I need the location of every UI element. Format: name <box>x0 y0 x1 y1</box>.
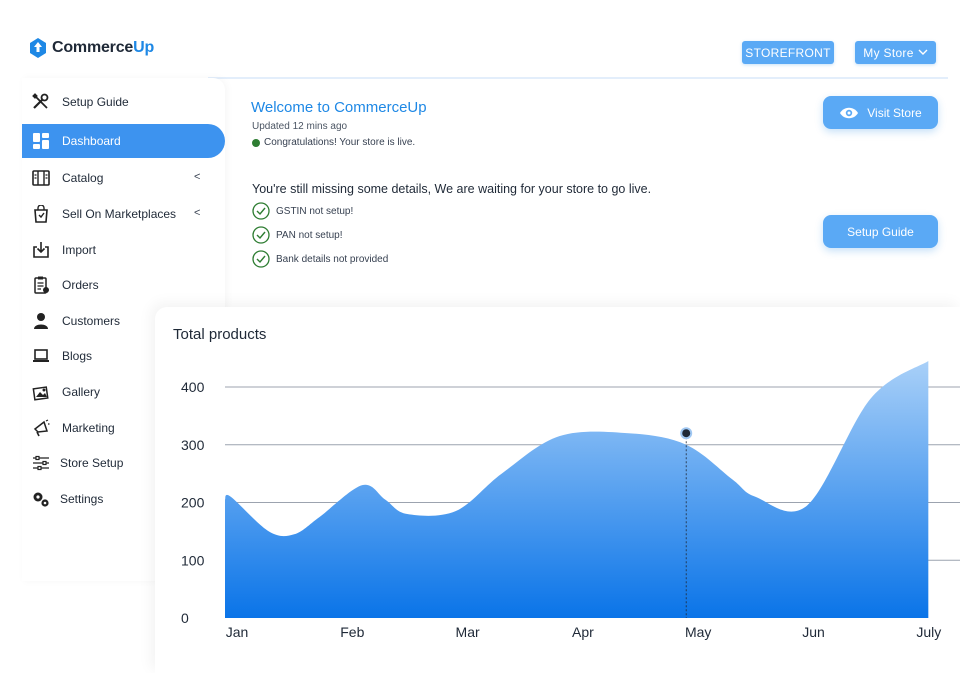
sidebar-item-label: Customers <box>62 314 121 328</box>
sidebar-item-label: Marketing <box>62 421 115 435</box>
sidebar-item-blogs[interactable]: Blogs <box>22 339 225 373</box>
sidebar-item-label: Settings <box>60 492 104 506</box>
total-products-chart: Total products 0 100 200 300 400 Jan Feb Mar Ap… <box>155 307 960 673</box>
megaphone-icon <box>33 419 50 437</box>
y-tick-label: 400 <box>181 379 205 395</box>
gallery-icon <box>32 386 49 401</box>
logo[interactable]: CommerceUp <box>28 37 154 59</box>
header-divider <box>208 77 948 79</box>
marketplace-icon <box>34 205 48 223</box>
my-store-label: My Store <box>863 45 914 60</box>
setup-guide-button[interactable]: Setup Guide <box>823 215 938 248</box>
check-circle-icon <box>252 250 270 268</box>
orders-icon <box>34 276 49 294</box>
sidebar-item-label: Import <box>62 243 97 257</box>
x-tick-label: Jan <box>226 624 249 640</box>
sidebar-item-label: Gallery <box>62 385 101 399</box>
area-series <box>225 361 929 618</box>
logo-text: CommerceUp <box>52 39 155 56</box>
sidebar-item-catalog[interactable]: Catalog < <box>22 161 225 195</box>
check-item-label: GSTIN not setup! <box>276 205 354 217</box>
sidebar-item-label: Catalog <box>62 171 104 185</box>
chart-svg: Total products 0 100 200 300 400 Jan Feb Mar Ap… <box>173 326 960 640</box>
sidebar-item-label: Setup Guide <box>62 95 129 109</box>
expand-chevron-icon[interactable]: < <box>194 207 201 219</box>
logo-icon <box>30 38 46 58</box>
x-tick-label: Mar <box>456 624 480 640</box>
expand-chevron-icon[interactable]: < <box>194 171 201 183</box>
catalog-icon <box>32 170 50 186</box>
x-tick-label: Jun <box>802 624 825 640</box>
check-item-label: PAN not setup! <box>276 229 343 241</box>
sidebar-item-gallery[interactable]: Gallery <box>22 375 225 409</box>
check-item-pan: PAN not setup! <box>252 226 343 244</box>
tools-icon <box>32 93 49 109</box>
live-status-text: Congratulations! Your store is live. <box>264 137 416 148</box>
sidebar-item-label: Dashboard <box>62 134 121 148</box>
visit-store-button[interactable]: Visit Store <box>823 96 938 129</box>
x-tick-label: July <box>916 624 941 640</box>
sidebar-item-sell-on-marketplaces[interactable]: Sell On Marketplaces < <box>22 197 225 231</box>
sidebar-item-label: Orders <box>62 278 99 292</box>
updated-timestamp: Updated 12 mins ago <box>252 121 348 132</box>
y-tick-label: 100 <box>181 552 205 568</box>
import-icon <box>33 242 49 258</box>
dashboard-icon <box>33 133 49 149</box>
sidebar-item-orders[interactable]: Orders <box>22 268 225 302</box>
my-store-dropdown[interactable]: My Store <box>855 41 936 64</box>
sidebar-item-customers[interactable]: Customers <box>22 304 225 338</box>
check-circle-icon <box>252 202 270 220</box>
x-tick-label: Feb <box>340 624 364 640</box>
storefront-button[interactable]: STOREFRONT <box>742 41 834 64</box>
missing-details-text: You're still missing some details, We ar… <box>252 182 652 196</box>
check-item-bank: Bank details not provided <box>252 250 388 268</box>
sidebar-item-import[interactable]: Import <box>22 233 225 267</box>
visit-store-label: Visit Store <box>867 105 922 120</box>
check-item-gstin: GSTIN not setup! <box>252 202 353 220</box>
app-header: CommerceUp STOREFRONT My Store <box>0 0 960 78</box>
sidebar-item-setup-guide[interactable]: Setup Guide <box>22 85 225 119</box>
sidebar-item-store-setup[interactable]: Store Setup <box>22 446 225 480</box>
sidebar-item-label: Blogs <box>62 349 93 363</box>
sidebar-item-marketing[interactable]: Marketing <box>22 411 225 445</box>
x-tick-label: Apr <box>572 624 594 640</box>
sidebar-item-settings[interactable]: Settings <box>22 482 225 516</box>
sidebar-item-dashboard[interactable]: Dashboard <box>22 124 225 158</box>
x-tick-label: May <box>685 624 711 640</box>
check-item-label: Bank details not provided <box>276 253 389 265</box>
sliders-icon <box>33 455 49 471</box>
laptop-icon <box>33 349 49 362</box>
welcome-title: Welcome to CommerceUp <box>251 99 427 116</box>
highlight-point <box>680 427 693 440</box>
eye-icon <box>840 107 859 118</box>
live-status: Congratulations! Your store is live. <box>252 137 415 148</box>
sidebar-item-label: Sell On Marketplaces <box>62 207 177 221</box>
chart-title: Total products <box>173 326 266 343</box>
chevron-down-icon <box>918 49 928 55</box>
y-tick-label: 200 <box>181 495 205 511</box>
sidebar-item-label: Store Setup <box>60 456 124 470</box>
y-tick-label: 300 <box>181 437 205 453</box>
status-dot-icon <box>252 138 260 147</box>
customer-icon <box>34 313 48 329</box>
check-circle-icon <box>252 226 270 244</box>
gears-icon <box>33 492 49 507</box>
y-tick-label: 0 <box>181 610 189 626</box>
